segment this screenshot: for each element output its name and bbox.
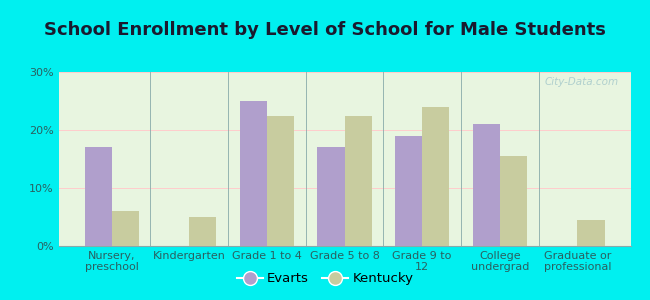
Bar [344,116,372,246]
Bar [112,211,139,246]
Bar [267,116,294,246]
Bar [240,101,267,246]
Bar [189,217,216,246]
Bar [500,156,527,246]
Bar [577,220,605,246]
Bar [84,147,112,246]
Bar [422,107,449,246]
Bar [395,136,422,246]
Text: City-Data.com: City-Data.com [545,77,619,87]
Legend: Evarts, Kentucky: Evarts, Kentucky [231,267,419,290]
Bar [473,124,500,246]
Bar [317,147,344,246]
Text: School Enrollment by Level of School for Male Students: School Enrollment by Level of School for… [44,21,606,39]
